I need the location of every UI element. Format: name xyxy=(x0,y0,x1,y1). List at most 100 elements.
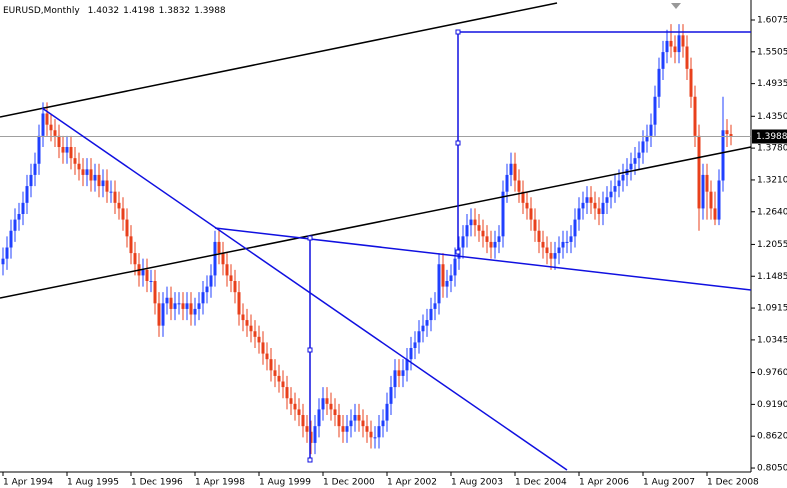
candle-body xyxy=(269,359,273,371)
candle-body xyxy=(669,40,673,47)
drawn-objects xyxy=(0,2,752,471)
candle-body xyxy=(393,370,397,388)
candle-body xyxy=(429,308,433,321)
candle-body xyxy=(569,236,573,242)
y-tick-label: 1.2055 xyxy=(757,240,787,250)
candle-body xyxy=(725,130,729,135)
candle-body xyxy=(633,158,637,164)
candle-body xyxy=(593,202,597,209)
candle-body xyxy=(273,370,277,376)
candle-body xyxy=(153,281,157,304)
trend-line xyxy=(41,107,568,471)
candle-body xyxy=(113,191,117,203)
anchor-point xyxy=(307,457,313,463)
candle-body xyxy=(233,281,237,293)
candle-body xyxy=(133,253,137,265)
candle-body xyxy=(417,331,421,343)
candle-body xyxy=(489,241,493,248)
candle-body xyxy=(145,269,149,282)
candle-body xyxy=(505,174,509,192)
y-tick-label: 1.2640 xyxy=(757,207,787,217)
candle-body xyxy=(317,409,321,427)
candle-body xyxy=(17,214,21,220)
candle-body xyxy=(117,202,121,209)
x-tick-label: 1 Aug 1995 xyxy=(67,478,119,488)
candle-body xyxy=(525,202,529,209)
candle-body xyxy=(13,219,17,231)
candle-body xyxy=(53,130,57,136)
candle-body xyxy=(25,186,29,203)
candle-body xyxy=(9,230,13,248)
candle-body xyxy=(89,169,93,181)
x-tick-label: 1 Dec 1996 xyxy=(131,478,183,488)
candle-body xyxy=(345,426,349,432)
candle-body xyxy=(541,241,545,248)
candle-body xyxy=(225,264,229,276)
candle-body xyxy=(297,409,301,415)
candle-body xyxy=(361,420,365,427)
y-tick-label: 1.5505 xyxy=(757,47,787,57)
candle-body xyxy=(265,353,269,360)
candle-body xyxy=(105,180,109,192)
candle-body xyxy=(501,191,505,237)
candle-body xyxy=(121,208,125,220)
candle-body xyxy=(349,420,353,427)
candle-body xyxy=(165,297,169,304)
low-value: 1.3832 xyxy=(159,6,191,16)
candle-body xyxy=(493,241,497,248)
candle-body xyxy=(45,113,49,125)
candle-body xyxy=(5,247,9,259)
x-tick-label: 1 Apr 2006 xyxy=(579,478,629,488)
candle-body xyxy=(257,336,261,343)
candle-body xyxy=(245,320,249,326)
candle-body xyxy=(173,303,177,309)
candle-body xyxy=(217,241,221,254)
candle-body xyxy=(29,174,33,187)
candle-body xyxy=(189,303,193,315)
open-value: 1.4032 xyxy=(88,6,120,16)
y-tick-label: 0.8620 xyxy=(757,432,787,442)
high-value: 1.4198 xyxy=(123,6,155,16)
candle-body xyxy=(285,387,289,399)
candle-body xyxy=(49,124,53,131)
header: EURUSD,Monthly 1.4032 1.4198 1.3832 1.3988 xyxy=(3,6,226,16)
candle-body xyxy=(353,414,357,421)
candle-body xyxy=(201,292,205,304)
candle-body xyxy=(729,134,733,137)
candle-body xyxy=(41,113,45,136)
candle-body xyxy=(681,35,685,47)
candle-body xyxy=(81,169,85,175)
candle-body xyxy=(621,174,625,181)
candle-body xyxy=(261,342,265,354)
candle-body xyxy=(561,241,565,248)
candle-body xyxy=(641,141,645,153)
candle-body xyxy=(309,431,313,443)
candle-body xyxy=(93,174,97,181)
candle-body xyxy=(21,202,25,215)
candle-body xyxy=(369,431,373,438)
candle-body xyxy=(517,180,521,192)
candle-body xyxy=(613,186,617,192)
candle-body xyxy=(521,191,525,203)
candle-body xyxy=(389,387,393,404)
candle-body xyxy=(485,236,489,242)
candle-body xyxy=(161,303,165,326)
candle-body xyxy=(97,174,101,187)
anchor-point xyxy=(307,347,313,353)
candle-body xyxy=(125,219,129,237)
shift-marker xyxy=(671,3,681,9)
y-tick-label: 1.6075 xyxy=(757,15,787,25)
candle-body xyxy=(109,191,113,193)
candle-body xyxy=(553,253,557,259)
candle-body xyxy=(85,169,89,175)
candle-body xyxy=(221,253,225,265)
candle-body xyxy=(701,174,705,209)
candle-body xyxy=(237,292,241,315)
candle-body xyxy=(481,230,485,237)
candle-body xyxy=(673,46,677,53)
candle-body xyxy=(169,297,173,309)
close-value: 1.3988 xyxy=(194,6,226,16)
candle-body xyxy=(537,230,541,242)
y-tick-label: 0.9760 xyxy=(757,368,787,378)
